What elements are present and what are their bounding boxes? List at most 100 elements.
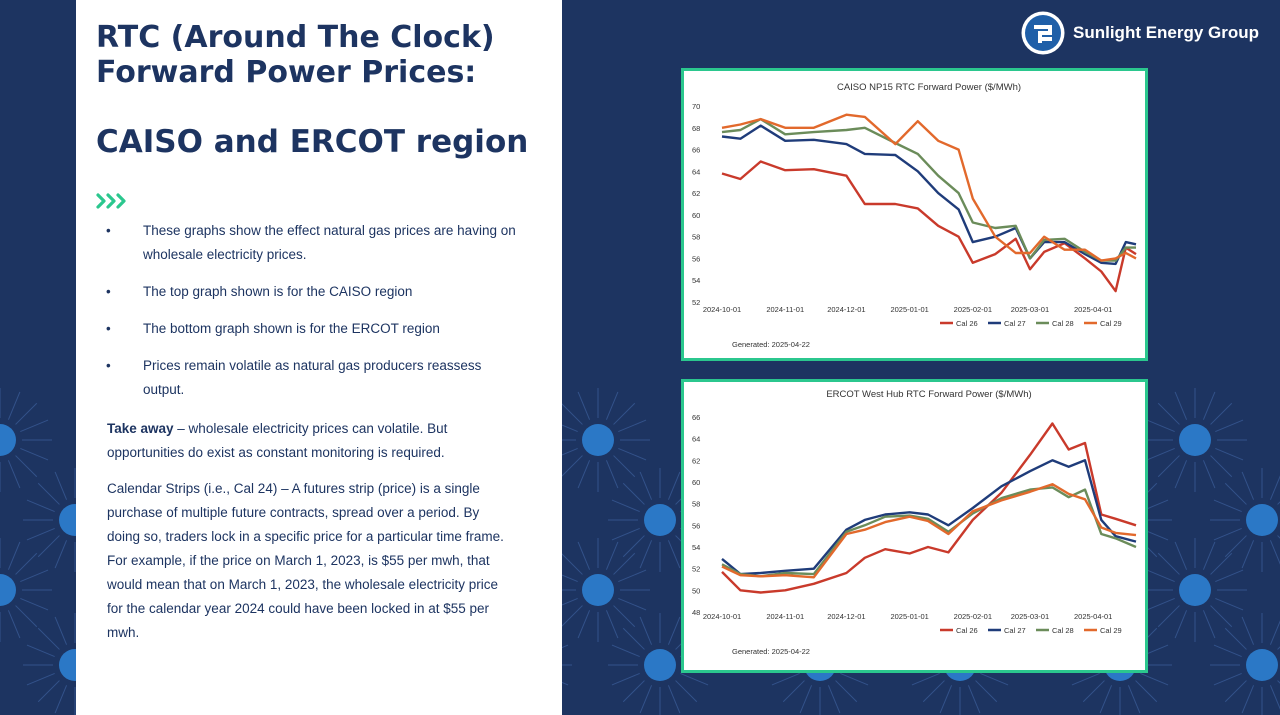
sunburst-ray [560, 455, 583, 478]
caiso-chart-title: CAISO NP15 RTC Forward Power ($/MWh) [837, 82, 1021, 93]
sunburst-ray [611, 644, 640, 658]
sunburst-ray [611, 527, 640, 541]
sunburst-ray [1099, 685, 1113, 714]
sunburst-ray [639, 616, 653, 645]
sunburst-ray [37, 627, 60, 650]
sunburst-ray [1224, 680, 1247, 703]
sunburst-ray [1127, 685, 1141, 714]
sunburst-ray [26, 499, 55, 513]
sunburst-ray [1146, 447, 1175, 461]
series-line-cal-27 [721, 124, 1137, 266]
sunburst-ray [605, 541, 619, 570]
y-tick-label: 54 [692, 543, 700, 552]
sunburst-ray [54, 685, 68, 714]
y-tick-label: 52 [692, 565, 700, 574]
generated-note: Generated: 2025-04-22 [732, 340, 810, 349]
sunburst-ray [1146, 569, 1175, 583]
x-tick-label: 2025-02-01 [954, 612, 992, 621]
y-tick-label: 66 [692, 146, 700, 155]
sunburst-ray [1213, 527, 1242, 541]
sunburst-ray [577, 460, 591, 489]
legend-label: Cal 28 [1052, 626, 1074, 635]
sunburst-circle [644, 504, 676, 536]
sunburst-ray [618, 419, 647, 433]
sunburst-ray [605, 391, 619, 420]
sunburst-ray [1241, 540, 1255, 569]
bullet-dot: • [106, 321, 111, 336]
sunburst-ray [639, 540, 653, 569]
caiso-chart-card: CAISO NP15 RTC Forward Power ($/MWh) 52 54… [681, 68, 1148, 361]
sunburst-ray [1157, 455, 1180, 478]
sunburst-ray [1215, 447, 1244, 461]
bullet-item: • The top graph shown is for the CAISO re… [106, 280, 516, 304]
legend-label: Cal 28 [1052, 319, 1074, 328]
bullet-item: • Prices remain volatile as natural gas p… [106, 354, 516, 402]
bullet-text: The top graph shown is for the CAISO reg… [143, 284, 413, 299]
sunburst-ray [1210, 552, 1233, 575]
sunburst-ray [54, 540, 68, 569]
sunburst-ray [611, 499, 640, 513]
page-subtitle: CAISO and ERCOT region [96, 124, 529, 160]
sunburst-ray [1071, 672, 1100, 686]
series-line-cal-29 [721, 113, 1137, 262]
sunburst-ray [667, 471, 681, 500]
sunburst-ray [1140, 672, 1169, 686]
sunburst-ray [605, 610, 619, 639]
sunburst-ray [1224, 627, 1247, 650]
sunburst-ray [1269, 685, 1280, 710]
sunburst-ray [1241, 616, 1255, 645]
sunburst-ray [1215, 597, 1244, 611]
x-tick-label: 2024-11-01 [766, 612, 804, 621]
series-line-cal-28 [721, 486, 1137, 578]
sunburst-circle [1179, 424, 1211, 456]
sunburst-ray [7, 610, 21, 639]
sunburst-ray [667, 540, 681, 569]
sunburst-ray [613, 402, 636, 425]
legend-label: Cal 26 [956, 626, 978, 635]
sunburst-ray [1224, 482, 1247, 505]
sunburst-ray [20, 419, 49, 433]
bullet-list: • These graphs show the effect natural ga… [106, 219, 516, 415]
sunburst-ray [639, 685, 653, 714]
sunburst-ray [975, 680, 998, 703]
sunburst-circle [582, 574, 614, 606]
sunburst-ray [1215, 419, 1244, 433]
sunburst-ray [799, 685, 813, 714]
y-tick-label: 60 [692, 478, 700, 487]
sunburst-ray [1202, 541, 1216, 570]
sunburst-ray [1146, 597, 1175, 611]
sunburst-ray [7, 460, 21, 489]
generated-note: Generated: 2025-04-22 [732, 647, 810, 656]
sunburst-ray [7, 541, 21, 570]
y-tick-label: 56 [692, 254, 700, 263]
y-tick-label: 50 [692, 586, 700, 595]
sunburst-ray [613, 552, 636, 575]
sunburst-ray [967, 685, 981, 714]
sunburst-ray [1082, 680, 1105, 703]
y-tick-label: 70 [692, 102, 700, 111]
y-tick-label: 62 [692, 456, 700, 465]
sunburst-circle [0, 574, 16, 606]
sunburst-ray [577, 541, 591, 570]
sunburst-ray [605, 460, 619, 489]
brand-logo: Sunlight Energy Group [1020, 10, 1259, 56]
y-tick-label: 58 [692, 500, 700, 509]
x-tick-label: 2024-10-01 [703, 612, 741, 621]
sunburst-ray [1135, 680, 1158, 703]
sunburst-ray [1174, 391, 1188, 420]
y-tick-label: 64 [692, 167, 700, 176]
x-tick-label: 2025-01-01 [890, 612, 928, 621]
sunburst-circle [644, 649, 676, 681]
sunburst-ray [54, 616, 68, 645]
y-tick-label: 66 [692, 413, 700, 422]
text-panel: RTC (Around The Clock) Forward Power Pri… [76, 0, 562, 715]
x-tick-label: 2025-02-01 [954, 305, 992, 314]
x-tick-label: 2024-11-01 [766, 305, 804, 314]
bullet-text: These graphs show the effect natural gas… [143, 223, 516, 262]
sunburst-ray [1210, 605, 1233, 628]
sunburst-ray [577, 391, 591, 420]
y-tick-label: 60 [692, 211, 700, 220]
sunburst-circle [582, 424, 614, 456]
x-tick-label: 2024-10-01 [703, 305, 741, 314]
x-tick-label: 2025-01-01 [890, 305, 928, 314]
